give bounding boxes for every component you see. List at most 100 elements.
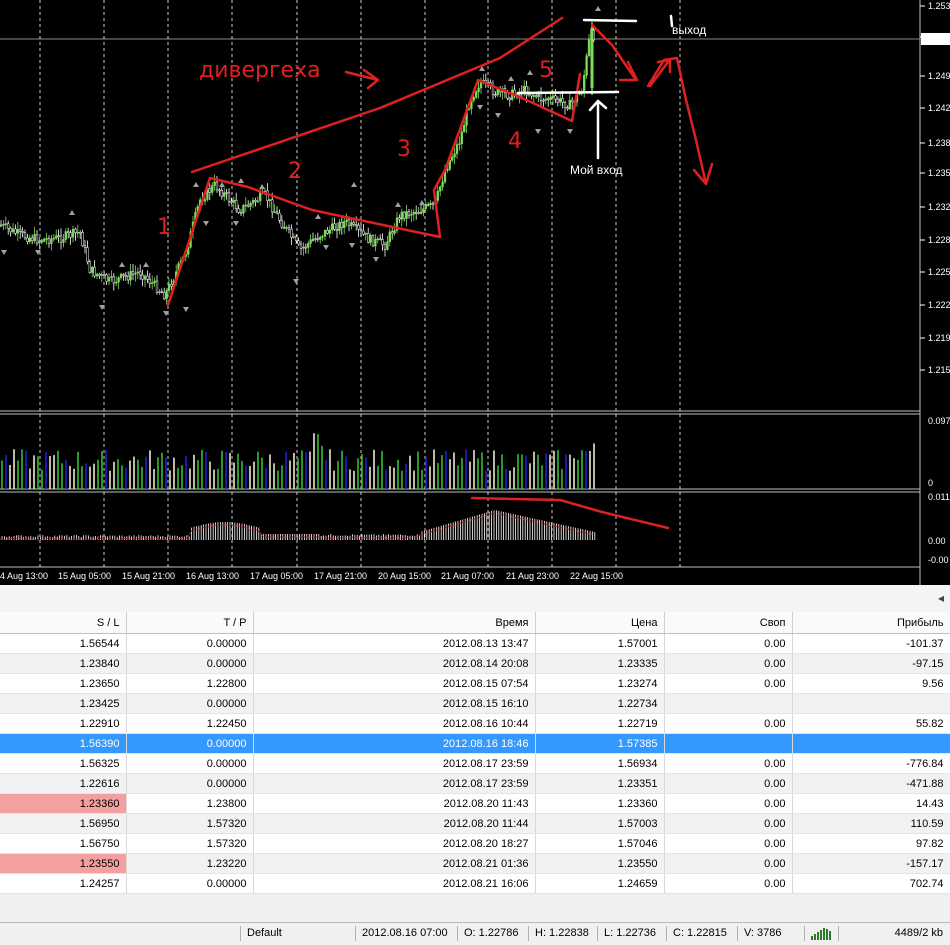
candle-body (69, 232, 72, 238)
candle-body (395, 217, 399, 231)
candle-body (86, 247, 89, 262)
candle-body (0, 224, 3, 227)
macd-axis-label: 0.011 (928, 492, 950, 502)
candle-body (371, 235, 375, 247)
status-volume: V: 3786 (737, 926, 806, 941)
candle-body (266, 190, 269, 201)
candle-body (81, 232, 84, 247)
table-row[interactable]: 1.23650 1.22800 2012.08.15 07:54 1.23274 0.0… (0, 673, 950, 694)
candle-body (153, 280, 156, 283)
candle-body (307, 243, 310, 248)
current-price-badge (921, 33, 950, 45)
terminal-toolbar: ◂ (0, 585, 950, 613)
candle-body (559, 98, 562, 103)
candle-body (124, 275, 127, 277)
candle-body (508, 97, 511, 100)
time-axis-label: 4 Aug 13:00 (0, 571, 48, 581)
chevron-left-icon[interactable]: ◂ (937, 591, 944, 605)
price-tick-label: 1.215 (928, 365, 950, 375)
candle-body (35, 234, 39, 244)
candle-body (227, 192, 231, 202)
candle-body (218, 189, 221, 192)
price-tick-label: 1.228 (928, 235, 950, 245)
sl-cell: 1.56325 (0, 753, 127, 774)
table-row[interactable]: 1.22616 0.00000 2012.08.17 23:59 1.23351 0.0… (0, 773, 950, 794)
table-row[interactable]: 1.23840 0.00000 2012.08.14 20:08 1.23335 0.0… (0, 653, 950, 674)
divergence-label: дивергеха (199, 58, 321, 83)
candle-body (407, 211, 411, 216)
swap-cell: 0.00 (664, 853, 793, 874)
fractal-down-icon (293, 279, 299, 284)
price-cell: 1.22719 (535, 713, 665, 734)
macd-signal-line (0, 513, 595, 541)
candle-body (247, 204, 250, 207)
candle-body (561, 98, 564, 103)
wave-label-3: 3 (397, 137, 411, 162)
candle-body (55, 235, 58, 239)
sl-cell: 1.56950 (0, 813, 127, 834)
table-row[interactable]: 1.24257 0.00000 2012.08.21 16:06 1.24659 0.0… (0, 873, 950, 894)
price-tick-label: 1.232 (928, 202, 950, 212)
candle-body (9, 227, 12, 233)
candle-body (134, 272, 137, 275)
candle-body (530, 93, 533, 97)
chart-canvas[interactable]: 1.253 1.252 1.249 1.242 1.238 1.235 1.232 1.228… (0, 0, 950, 585)
table-row[interactable]: 1.23425 0.00000 2012.08.15 16:10 1.22734 (0, 693, 950, 714)
trade-table: S / L T / P Время Цена Своп Прибыль 1.56… (0, 612, 950, 894)
fractal-up-icon (508, 76, 514, 81)
table-row[interactable]: 1.56950 1.57320 2012.08.20 11:44 1.57003 0.0… (0, 813, 950, 834)
candle-body (410, 213, 413, 216)
candle-body (460, 131, 463, 144)
candle-body (148, 279, 151, 284)
fractal-up-icon (69, 210, 75, 215)
column-header-tp[interactable]: T / P (126, 612, 254, 634)
candle-body (127, 275, 130, 281)
column-header-profit[interactable]: Прибыль (792, 612, 950, 634)
candle-body (583, 75, 586, 94)
profit-cell: -157.17 (792, 853, 950, 874)
tp-cell: 1.22800 (126, 673, 254, 694)
status-traffic: 4489/2 kb (838, 926, 943, 941)
candle-body (331, 223, 334, 231)
candle-body (429, 202, 432, 205)
candle-body (479, 82, 483, 89)
column-header-sl[interactable]: S / L (0, 612, 127, 634)
candle-body (549, 97, 552, 101)
candle-body (52, 237, 55, 240)
table-row[interactable]: 1.23360 1.23800 2012.08.20 11:43 1.23360 0.0… (0, 793, 950, 814)
sl-cell: 1.56750 (0, 833, 127, 854)
candle-body (367, 233, 370, 243)
candle-body (76, 231, 79, 234)
sl-cell: 1.23360 (0, 793, 127, 814)
sl-cell: 1.22910 (0, 713, 127, 734)
column-header-swap[interactable]: Своп (664, 612, 793, 634)
table-row[interactable]: 1.56544 0.00000 2012.08.13 13:47 1.57001 0.0… (0, 633, 950, 654)
fractal-up-icon (238, 178, 244, 183)
wave-label-5: 5 (539, 58, 553, 83)
table-row[interactable]: 1.56750 1.57320 2012.08.20 18:27 1.57046 0.0… (0, 833, 950, 854)
candle-body (136, 271, 139, 274)
time-axis-label: 21 Aug 23:00 (506, 571, 559, 581)
candle-body (220, 190, 223, 197)
tp-cell: 0.00000 (126, 753, 254, 774)
candle-body (115, 281, 118, 284)
candle-body (38, 240, 41, 244)
fractal-up-icon (479, 66, 485, 71)
table-row[interactable]: 1.22910 1.22450 2012.08.16 10:44 1.22719 0.0… (0, 713, 950, 734)
swap-cell: 0.00 (664, 873, 793, 894)
candle-body (302, 246, 305, 249)
column-header-price[interactable]: Цена (535, 612, 665, 634)
time-axis-label: 17 Aug 21:00 (314, 571, 367, 581)
table-row[interactable]: 1.56325 0.00000 2012.08.17 23:59 1.56934 0.0… (0, 753, 950, 774)
fractal-down-icon (567, 129, 573, 134)
candle-body (295, 236, 298, 241)
candle-body (441, 181, 444, 188)
exit-tick (669, 14, 674, 28)
table-row[interactable]: 1.23550 1.23220 2012.08.21 01:36 1.23550 0.0… (0, 853, 950, 874)
candle-body (129, 271, 132, 281)
column-header-time[interactable]: Время (253, 612, 536, 634)
table-row[interactable]: 1.56390 0.00000 2012.08.16 18:46 1.57385 (0, 733, 950, 754)
candle-body (544, 98, 547, 101)
divergence-trendline (190, 16, 564, 174)
price-chart[interactable]: 1.253 1.252 1.249 1.242 1.238 1.235 1.232 1.228… (0, 0, 950, 585)
